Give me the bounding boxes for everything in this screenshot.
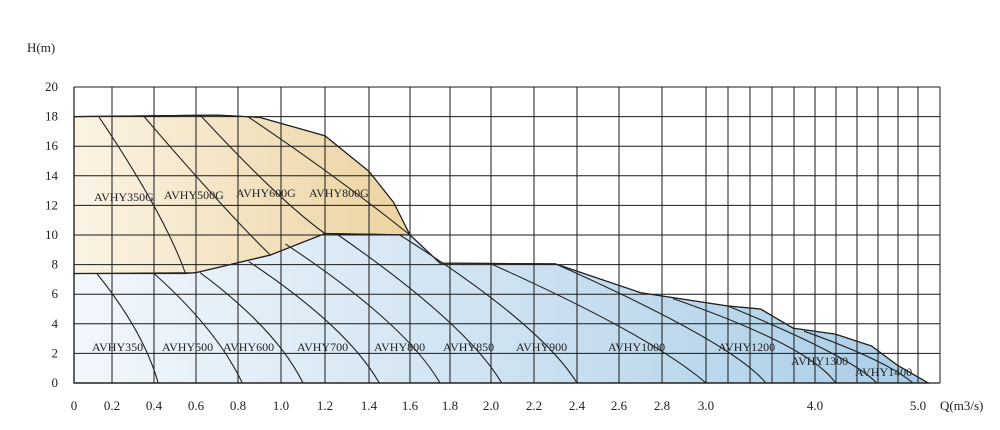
pump-curve	[143, 115, 271, 256]
series-label: AVHY800	[374, 340, 425, 354]
tick-labels: 0 2 4 6 8 10 12 14 16 18 20 0 0.2 0.4 0.6 0.8 1.0 1.2 1.4 1…	[45, 79, 926, 413]
x-tick-label: 4.0	[807, 398, 823, 413]
series-label: AVHY1300	[791, 354, 848, 368]
standard-series-envelope	[73, 232, 929, 384]
x-tick-label: 2.8	[654, 398, 670, 413]
pump-curve	[490, 263, 707, 384]
series-label: AVHY1400	[855, 365, 912, 379]
pump-curve	[248, 261, 380, 384]
x-tick-label: 0	[71, 398, 78, 413]
y-tick-label: 18	[45, 109, 58, 124]
x-tick-label: 2.2	[526, 398, 542, 413]
axis-labels: H(m) Q(m3/s)	[27, 40, 983, 413]
pump-curve	[98, 116, 187, 274]
g-series-label: AVHY350G	[94, 190, 154, 204]
pump-curve	[248, 116, 411, 236]
pump-curve	[727, 305, 878, 384]
series-label: AVHY700	[297, 340, 348, 354]
y-tick-label: 8	[52, 257, 59, 272]
pump-curve	[803, 330, 914, 384]
g-series-envelope	[73, 114, 411, 236]
x-tick-label: 0.4	[146, 398, 163, 413]
y-tick-label: 0	[52, 375, 59, 390]
series-label: AVHY600	[223, 340, 274, 354]
x-tick-label: 0.8	[230, 398, 246, 413]
y-tick-label: 6	[52, 286, 59, 301]
x-tick-label: 0.6	[188, 398, 205, 413]
y-tick-label: 20	[45, 79, 58, 94]
pump-curve	[199, 114, 326, 234]
series-label: AVHY1000	[608, 340, 665, 354]
grid	[73, 86, 941, 384]
x-tick-label: 1.0	[273, 398, 289, 413]
y-tick-label: 16	[45, 138, 59, 153]
x-tick-label: 0.2	[104, 398, 120, 413]
pump-curve	[96, 273, 159, 384]
series-label: AVHY1200	[718, 340, 775, 354]
x-tick-label: 2.4	[569, 398, 586, 413]
model-labels: AVHY350G AVHY500G AVHY600G AVHY800G AVHY350 A…	[92, 186, 912, 379]
x-tick-label: 1.2	[317, 398, 333, 413]
pump-curve	[335, 233, 503, 384]
y-tick-label: 14	[45, 168, 59, 183]
series-label: AVHY850	[443, 340, 494, 354]
pump-curve	[199, 272, 304, 384]
x-tick-label: 1.4	[361, 398, 378, 413]
x-tick-label: 3.0	[698, 398, 714, 413]
x-tick-label: 2.6	[611, 398, 628, 413]
y-axis-label: H(m)	[27, 40, 55, 55]
x-axis-label: Q(m3/s)	[940, 398, 983, 413]
g-series-label: AVHY500G	[164, 188, 224, 202]
pump-curve	[285, 243, 441, 384]
series-label: AVHY350	[92, 340, 143, 354]
y-tick-label: 4	[52, 316, 59, 331]
y-tick-label: 12	[45, 197, 58, 212]
x-tick-label: 1.8	[442, 398, 458, 413]
pump-curve	[672, 298, 837, 384]
x-tick-label: 5.0	[910, 398, 926, 413]
series-label: AVHY500	[162, 340, 213, 354]
y-tick-label: 2	[52, 345, 59, 360]
pump-curve	[555, 263, 767, 384]
series-label: AVHY900	[516, 340, 567, 354]
pump-curve	[153, 273, 243, 384]
g-series-label: AVHY600G	[236, 186, 296, 200]
x-tick-label: 2.0	[483, 398, 499, 413]
x-tick-label: 1.6	[402, 398, 419, 413]
y-tick-label: 10	[45, 227, 58, 242]
pump-curves	[73, 114, 929, 384]
g-series-label: AVHY800G	[309, 186, 369, 200]
